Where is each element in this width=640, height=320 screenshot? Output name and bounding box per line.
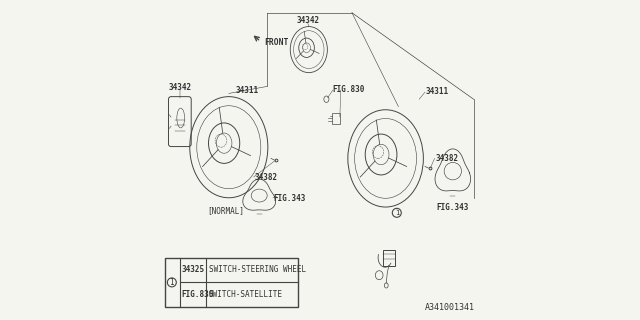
Bar	[165, 258, 298, 307]
Text: 34382: 34382	[435, 154, 458, 163]
Text: 1: 1	[395, 210, 399, 216]
Text: 34342: 34342	[168, 83, 191, 92]
Text: 34311: 34311	[236, 86, 259, 95]
Text: FIG.830: FIG.830	[182, 290, 214, 299]
Text: FRONT: FRONT	[264, 38, 289, 47]
Text: [NORMAL]: [NORMAL]	[207, 206, 244, 215]
Text: A341001341: A341001341	[425, 303, 475, 312]
Text: 34311: 34311	[426, 87, 449, 96]
Text: 34325: 34325	[182, 266, 205, 275]
Text: 34342: 34342	[296, 16, 319, 25]
Text: FIG.343: FIG.343	[274, 194, 306, 203]
Text: FIG.830: FIG.830	[333, 85, 365, 94]
Text: 1: 1	[170, 278, 174, 287]
Text: FIG.343: FIG.343	[436, 204, 469, 212]
Bar	[332, 113, 340, 124]
Text: 34382: 34382	[254, 173, 278, 182]
Text: SWITCH-STEERING WHEEL: SWITCH-STEERING WHEEL	[209, 266, 306, 275]
Text: SWITCH-SATELLITE: SWITCH-SATELLITE	[209, 290, 283, 299]
Bar	[383, 250, 395, 266]
